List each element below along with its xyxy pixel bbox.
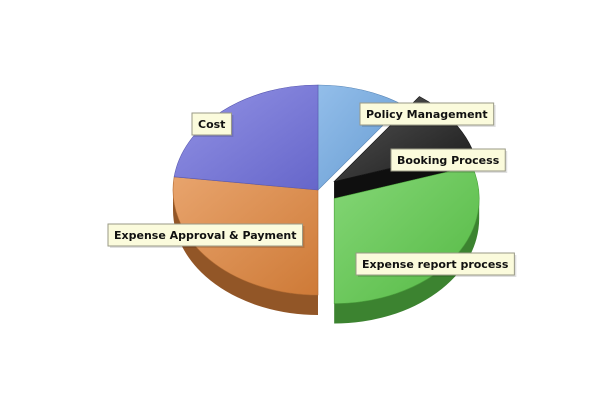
label-expense-approval-payment: Expense Approval & Payment <box>107 223 305 248</box>
slice-cost <box>173 84 319 191</box>
slice-side-expense-approval-payment <box>173 190 318 315</box>
label-box <box>359 102 495 126</box>
label-text-expense-report-process: Expense report process <box>362 258 509 271</box>
label-expense-report-process: Expense report process <box>355 252 517 277</box>
label-text-expense-approval-payment: Expense Approval & Payment <box>114 229 297 242</box>
label-box <box>390 148 506 172</box>
label-policy-management: Policy Management <box>359 102 496 127</box>
label-text-cost: Cost <box>198 118 225 131</box>
slice-side-expense-report-process <box>334 198 480 324</box>
pie-labels: Policy Management Booking Process Expense … <box>107 102 517 277</box>
label-text-booking-process: Booking Process <box>397 154 500 167</box>
label-booking-process: Booking Process <box>390 148 508 173</box>
label-box <box>355 252 515 276</box>
label-box <box>107 223 304 247</box>
label-cost: Cost <box>191 112 234 137</box>
label-box <box>191 112 232 136</box>
label-text-policy-management: Policy Management <box>366 108 488 121</box>
